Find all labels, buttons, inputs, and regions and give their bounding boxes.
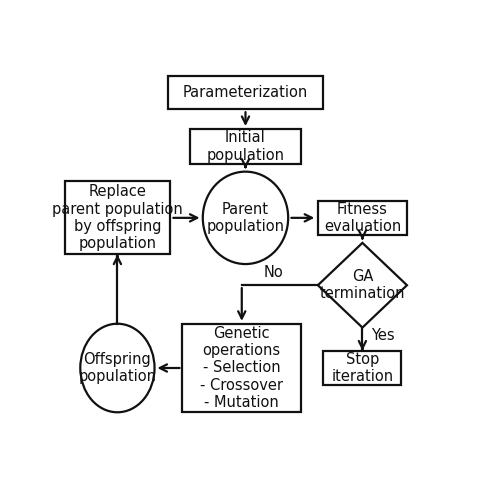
Text: Stop
iteration: Stop iteration xyxy=(331,352,393,384)
Text: Genetic
operations
- Selection
- Crossover
- Mutation: Genetic operations - Selection - Crossov… xyxy=(200,326,283,410)
Text: Offspring
population: Offspring population xyxy=(79,352,157,384)
Text: GA
termination: GA termination xyxy=(319,269,405,302)
FancyBboxPatch shape xyxy=(318,200,407,235)
FancyBboxPatch shape xyxy=(65,182,171,254)
Text: Fitness
evaluation: Fitness evaluation xyxy=(324,202,401,234)
Text: No: No xyxy=(263,265,283,280)
Polygon shape xyxy=(318,243,407,328)
Text: Initial
population: Initial population xyxy=(206,130,285,163)
FancyBboxPatch shape xyxy=(190,130,301,164)
Text: Replace
parent population
by offspring
population: Replace parent population by offspring p… xyxy=(52,184,183,252)
FancyBboxPatch shape xyxy=(168,76,323,109)
Ellipse shape xyxy=(80,324,155,412)
Text: Yes: Yes xyxy=(371,328,395,343)
FancyBboxPatch shape xyxy=(182,324,301,412)
Text: Parameterization: Parameterization xyxy=(183,85,308,100)
FancyBboxPatch shape xyxy=(323,350,401,386)
Ellipse shape xyxy=(203,172,288,264)
Text: Parent
population: Parent population xyxy=(206,202,285,234)
